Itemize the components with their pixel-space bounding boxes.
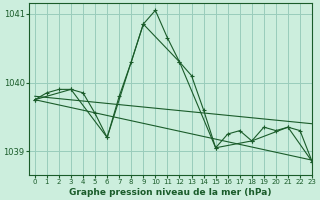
X-axis label: Graphe pression niveau de la mer (hPa): Graphe pression niveau de la mer (hPa) [69,188,272,197]
